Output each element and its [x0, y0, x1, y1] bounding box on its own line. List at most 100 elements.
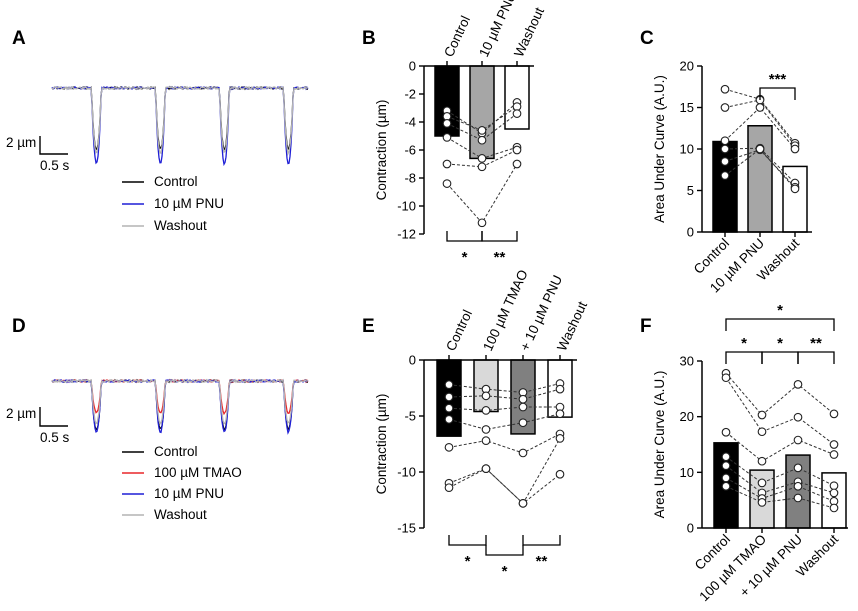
data-point: [793, 481, 803, 491]
panel-label-b: B: [362, 28, 376, 49]
y-axis-label: Area Under Curve (A.U.): [652, 75, 667, 223]
significance-bracket: [725, 318, 835, 331]
y-tick-label: -5: [404, 409, 416, 424]
data-point: [720, 157, 730, 166]
y-tick-label: -10: [397, 465, 416, 480]
panel-label-c: C: [640, 28, 654, 49]
data-point: [720, 103, 730, 112]
data-point: [477, 135, 487, 145]
y-tick-label: -8: [404, 171, 416, 186]
significance-label: **: [494, 249, 506, 266]
paired-line: [448, 388, 561, 400]
paired-line: [725, 477, 835, 502]
scale-bar-x-label: 0.5 s: [40, 158, 70, 173]
data-point: [444, 415, 454, 424]
paired-line: [725, 377, 835, 445]
scale-bar-y-label: 2 µm: [6, 135, 36, 150]
data-point: [481, 436, 491, 445]
category-label: Washout: [554, 299, 590, 353]
legend-label: Washout: [154, 218, 207, 233]
data-point: [555, 469, 565, 479]
scale-bar: [39, 407, 68, 427]
data-point: [477, 162, 487, 172]
y-tick-label: 0: [687, 521, 694, 536]
trace-control: [51, 378, 308, 432]
legend-label: 100 µM TMAO: [154, 465, 242, 480]
y-tick-label: 5: [687, 183, 694, 198]
significance-bracket: [446, 231, 483, 242]
significance-bracket: [725, 351, 763, 364]
data-point: [757, 478, 767, 488]
paired-line: [446, 163, 518, 224]
data-point: [721, 461, 731, 471]
data-point: [793, 412, 803, 422]
panel-label-a: A: [12, 28, 26, 49]
y-tick-label: 20: [680, 59, 694, 74]
paired-line: [448, 383, 561, 394]
y-tick-label: 10: [680, 465, 694, 480]
y-axis-label: Area Under Curve (A.U.): [652, 371, 667, 519]
data-point: [444, 380, 454, 389]
paired-line: [448, 438, 561, 505]
bar: [747, 125, 773, 233]
scale-bar-x-label: 0.5 s: [40, 430, 70, 445]
data-point: [442, 179, 452, 188]
data-point: [790, 184, 800, 194]
data-point: [481, 391, 491, 401]
category-label: Washout: [511, 5, 547, 59]
trace-washout: [51, 85, 309, 156]
y-tick-label: -2: [404, 87, 416, 102]
y-tick-label: 0: [409, 353, 416, 368]
significance-bracket: [485, 545, 524, 556]
paired-line: [725, 372, 835, 416]
data-point: [481, 425, 491, 434]
panel-label-d: D: [12, 316, 26, 337]
data-point: [829, 481, 839, 491]
data-point: [518, 499, 528, 508]
data-point: [757, 410, 767, 420]
data-point: [512, 145, 522, 155]
data-point: [720, 136, 730, 146]
data-point: [477, 126, 487, 135]
significance-label: *: [462, 249, 468, 266]
data-point: [444, 443, 454, 452]
significance-label: **: [810, 335, 822, 352]
y-tick-label: 0: [687, 225, 694, 240]
scale-bar-y-label: 2 µm: [6, 406, 36, 421]
data-point: [721, 373, 731, 383]
y-tick-label: -4: [404, 115, 416, 130]
paired-line: [448, 433, 561, 454]
paired-line: [724, 106, 796, 150]
data-point: [442, 159, 452, 169]
data-point: [444, 483, 454, 493]
significance-label: *: [741, 335, 747, 352]
y-tick-label: -15: [397, 521, 416, 536]
paired-line: [448, 413, 561, 430]
data-point: [721, 473, 731, 483]
data-point: [757, 498, 767, 507]
panel-label-e: E: [362, 316, 375, 337]
data-point: [721, 452, 731, 462]
data-point: [518, 418, 528, 428]
data-point: [444, 403, 454, 413]
y-tick-label: 15: [680, 100, 694, 115]
significance-label: **: [536, 553, 548, 570]
significance-bracket: [448, 535, 487, 546]
data-point: [829, 450, 839, 459]
y-tick-label: -10: [397, 199, 416, 214]
y-axis-label: Contraction (µm): [374, 100, 389, 201]
data-point: [481, 464, 491, 473]
legend-label: 10 µM PNU: [154, 486, 224, 501]
data-point: [793, 463, 803, 473]
trace-10-m-pnu: [51, 85, 309, 167]
data-point: [481, 406, 491, 415]
significance-label: *: [777, 302, 783, 319]
data-point: [790, 144, 800, 154]
data-point: [757, 456, 767, 466]
paired-line: [725, 465, 835, 494]
data-point: [555, 384, 565, 394]
panel-label-f: F: [640, 316, 652, 337]
paired-line: [725, 485, 835, 509]
data-point: [721, 481, 731, 491]
data-point: [755, 103, 765, 112]
